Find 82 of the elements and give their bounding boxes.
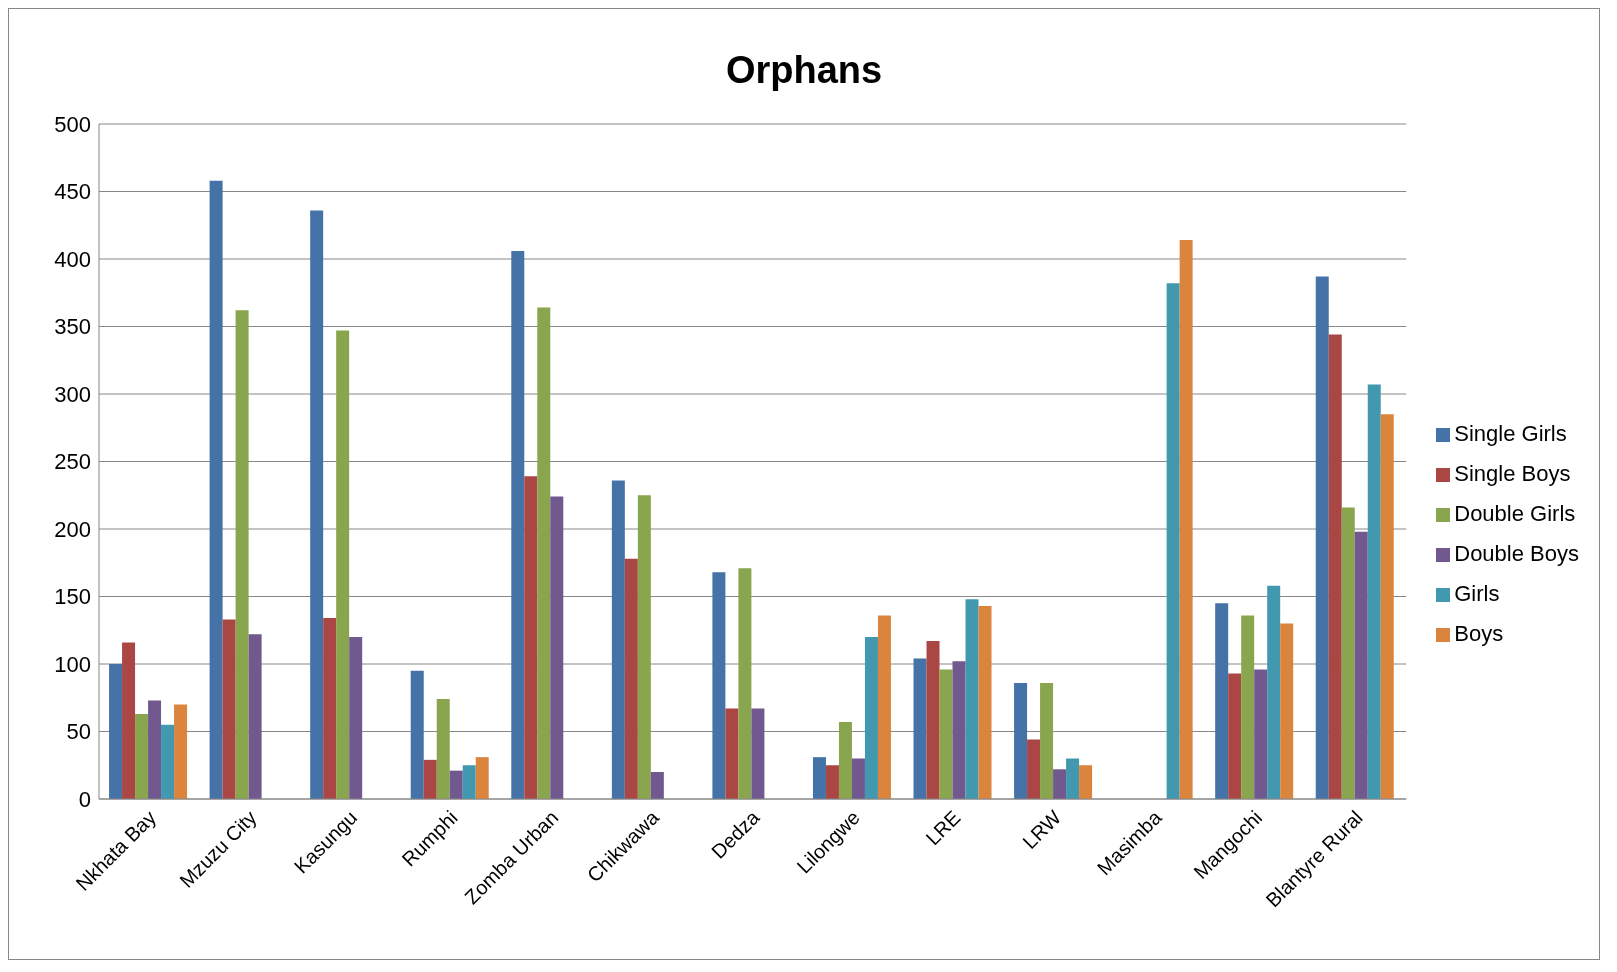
bar bbox=[913, 658, 927, 799]
bar bbox=[1027, 739, 1041, 799]
bar bbox=[738, 568, 752, 799]
bar bbox=[475, 757, 489, 799]
legend-label: Double Boys bbox=[1454, 541, 1579, 566]
y-tick-label: 100 bbox=[54, 651, 91, 677]
bar bbox=[825, 765, 839, 799]
y-tick-label: 400 bbox=[54, 246, 91, 272]
bar bbox=[712, 572, 726, 799]
bar bbox=[174, 704, 188, 799]
bar bbox=[1241, 615, 1255, 799]
bar bbox=[109, 664, 123, 799]
bar bbox=[1341, 507, 1355, 799]
y-tick-label: 450 bbox=[54, 179, 91, 205]
bar bbox=[1066, 758, 1080, 799]
legend-label: Boys bbox=[1454, 621, 1504, 646]
bar bbox=[511, 250, 525, 799]
bar bbox=[222, 619, 236, 799]
y-tick-label: 50 bbox=[66, 719, 91, 745]
y-tick-label: 0 bbox=[78, 786, 91, 812]
bar bbox=[1014, 682, 1028, 799]
bar bbox=[838, 722, 852, 799]
bar bbox=[524, 476, 538, 799]
bar bbox=[1040, 682, 1054, 799]
bar bbox=[410, 670, 424, 799]
bar bbox=[1254, 669, 1268, 799]
bar bbox=[349, 637, 363, 799]
legend-label: Single Girls bbox=[1454, 421, 1567, 446]
bar bbox=[449, 770, 463, 799]
bar bbox=[1315, 276, 1329, 799]
y-tick-label: 350 bbox=[54, 314, 91, 340]
bar bbox=[1354, 531, 1368, 799]
bar bbox=[877, 615, 891, 799]
bar bbox=[537, 307, 551, 799]
bar bbox=[611, 480, 625, 799]
bar bbox=[926, 641, 940, 799]
y-tick-label: 150 bbox=[54, 584, 91, 610]
bar bbox=[423, 759, 437, 799]
y-tick-label: 200 bbox=[54, 516, 91, 542]
bar bbox=[235, 310, 249, 799]
legend-label: Double Girls bbox=[1454, 501, 1576, 526]
legend-label: Girls bbox=[1454, 581, 1500, 606]
bar bbox=[751, 708, 765, 799]
bar bbox=[1267, 585, 1281, 799]
bar bbox=[851, 758, 865, 799]
bar bbox=[209, 180, 223, 799]
bar bbox=[1179, 240, 1193, 799]
bar bbox=[248, 634, 262, 799]
bar bbox=[161, 724, 175, 799]
bar bbox=[1215, 603, 1229, 799]
bar bbox=[1328, 334, 1342, 799]
bar bbox=[1053, 769, 1067, 799]
bar bbox=[1166, 283, 1180, 799]
bar bbox=[323, 618, 337, 799]
bar bbox=[1367, 384, 1381, 799]
bar bbox=[952, 661, 966, 799]
bar bbox=[864, 637, 878, 799]
bar bbox=[550, 496, 564, 799]
bar bbox=[812, 757, 826, 799]
bar bbox=[1280, 623, 1294, 799]
bar bbox=[1380, 414, 1394, 799]
y-tick-label: 500 bbox=[54, 111, 91, 137]
bar bbox=[310, 210, 324, 799]
chart-title: Orphans bbox=[724, 48, 884, 93]
bar bbox=[624, 558, 638, 799]
legend-label: Single Boys bbox=[1454, 461, 1571, 486]
bar bbox=[148, 700, 162, 799]
bar bbox=[650, 772, 664, 799]
bar bbox=[436, 699, 450, 799]
bar bbox=[122, 642, 136, 799]
bar bbox=[1228, 673, 1242, 799]
bar bbox=[978, 605, 992, 799]
y-tick-label: 300 bbox=[54, 381, 91, 407]
bar bbox=[462, 765, 476, 799]
bar bbox=[965, 599, 979, 799]
bar bbox=[1079, 765, 1093, 799]
bar bbox=[336, 330, 350, 799]
bar bbox=[637, 495, 651, 799]
bar bbox=[135, 713, 149, 799]
bar bbox=[725, 708, 739, 799]
y-tick-label: 250 bbox=[54, 449, 91, 475]
bar bbox=[939, 669, 953, 799]
